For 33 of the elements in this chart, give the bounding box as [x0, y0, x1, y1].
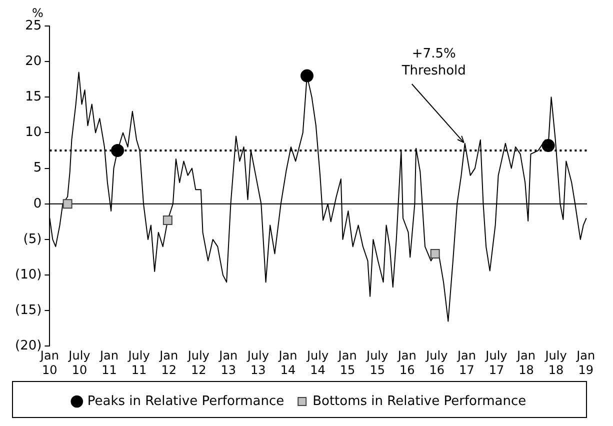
x-tick-label: Jan 17	[456, 348, 476, 377]
x-tick-label: July 11	[127, 348, 150, 377]
x-tick-label: Jan 15	[337, 348, 357, 377]
x-tick-label: Jan 16	[396, 348, 416, 377]
y-tick-label: (5)	[23, 232, 42, 247]
ref-line-label: +7.5% Threshold	[400, 46, 466, 78]
x-tick-label: Jan 12	[158, 348, 178, 377]
y-tick-label: 20	[25, 54, 42, 69]
legend-label: Peaks in Relative Performance	[87, 394, 284, 409]
x-tick-label: Jan 19	[576, 348, 596, 377]
x-tick-label: Jan 14	[278, 348, 298, 377]
y-tick-label: 0	[33, 196, 42, 212]
y-tick-label: (15)	[15, 302, 42, 318]
x-tick-label: Jan 18	[516, 348, 536, 377]
y-tick-label: 15	[25, 90, 42, 105]
x-tick-label: July 18	[544, 348, 567, 377]
y-tick-label: 5	[33, 160, 42, 176]
y-tick-label: 10	[25, 125, 42, 140]
x-tick-label: Jan 10	[39, 348, 59, 377]
y-axis-title: %	[32, 6, 44, 20]
x-tick-label: July 15	[366, 348, 388, 377]
x-tick-label: July 16	[425, 348, 448, 377]
y-tick-label: 25	[25, 18, 42, 34]
x-tick-label: Jan 11	[99, 348, 119, 377]
y-tick-label: (10)	[15, 267, 42, 282]
x-tick-label: July 13	[246, 348, 269, 377]
x-tick-label: July 10	[68, 348, 90, 377]
x-tick-label: Jan 13	[218, 348, 238, 377]
x-tick-label: July 14	[306, 348, 329, 377]
x-tick-label: July 12	[186, 348, 210, 377]
legend-label: Bottoms in Relative Performance	[312, 394, 526, 409]
x-tick-label: July 17	[484, 348, 508, 377]
y-tick-label: (20)	[15, 338, 42, 354]
